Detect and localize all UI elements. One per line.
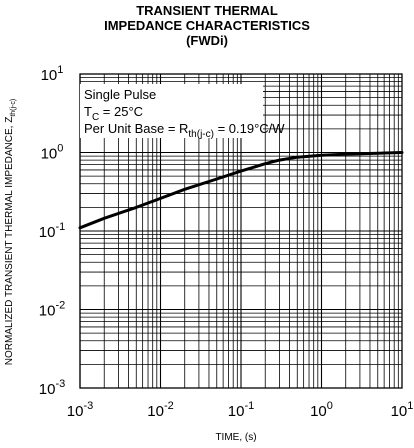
y-tick-label: 10-3 [39,378,65,398]
x-axis-label: TIME, (s) [215,432,256,443]
x-tick-label: 10-3 [67,400,93,420]
x-tick-label: 100 [310,400,333,420]
annotation-single-pulse: Single Pulse [84,87,156,102]
x-tick-label: 101 [391,400,414,420]
y-axis-label: NORMALIZED TRANSIENT THERMAL IMPEDANCE, … [4,99,17,365]
y-tick-label: 101 [41,64,64,84]
y-tick-label: 10-2 [39,300,65,320]
y-tick-label: 100 [41,143,64,163]
x-tick-label: 10-2 [147,400,173,420]
y-tick-label: 10-1 [39,221,65,241]
x-tick-label: 10-1 [228,400,254,420]
